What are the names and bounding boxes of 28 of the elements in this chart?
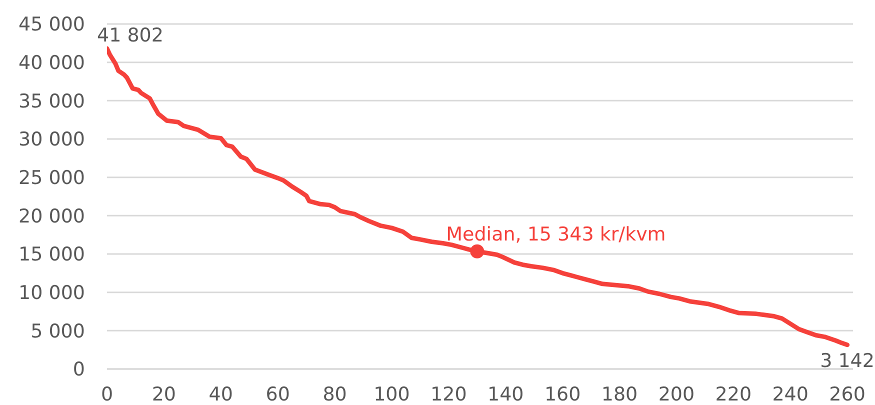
- y-tick-label: 35 000: [18, 90, 85, 112]
- x-tick-label: 20: [152, 383, 176, 405]
- x-tick-label: 120: [430, 383, 467, 405]
- y-tick-label: 15 000: [18, 244, 85, 266]
- y-tick-label: 30 000: [18, 128, 85, 151]
- x-tick-label: 220: [715, 383, 752, 405]
- y-tick-label: 40 000: [18, 52, 85, 74]
- x-tick-label: 180: [601, 383, 638, 405]
- annotation: 3 142: [820, 350, 875, 372]
- annotation: 41 802: [97, 24, 164, 47]
- x-tick-label: 240: [772, 383, 808, 405]
- line-series: [107, 46, 850, 348]
- annotation: Median, 15 343 kr/kvm: [446, 223, 666, 246]
- x-tick-label: 100: [374, 383, 410, 405]
- x-tick-label: 160: [544, 383, 581, 405]
- x-tick-label: 260: [829, 383, 866, 405]
- x-tick-label: 140: [487, 383, 524, 405]
- y-tick-label: 45 000: [18, 14, 85, 36]
- y-tick-label: 20 000: [18, 205, 85, 228]
- y-tick-label: 25 000: [18, 167, 85, 190]
- x-tick-label: 200: [658, 383, 695, 405]
- y-tick-label: 5 000: [30, 320, 85, 342]
- y-tick-label: 0: [72, 358, 85, 381]
- x-tick-label: 0: [100, 383, 114, 405]
- x-tick-label: 40: [208, 383, 233, 405]
- x-tick-label: 80: [322, 383, 347, 405]
- x-tick-label: 60: [266, 383, 290, 405]
- y-tick-label: 10 000: [18, 282, 85, 304]
